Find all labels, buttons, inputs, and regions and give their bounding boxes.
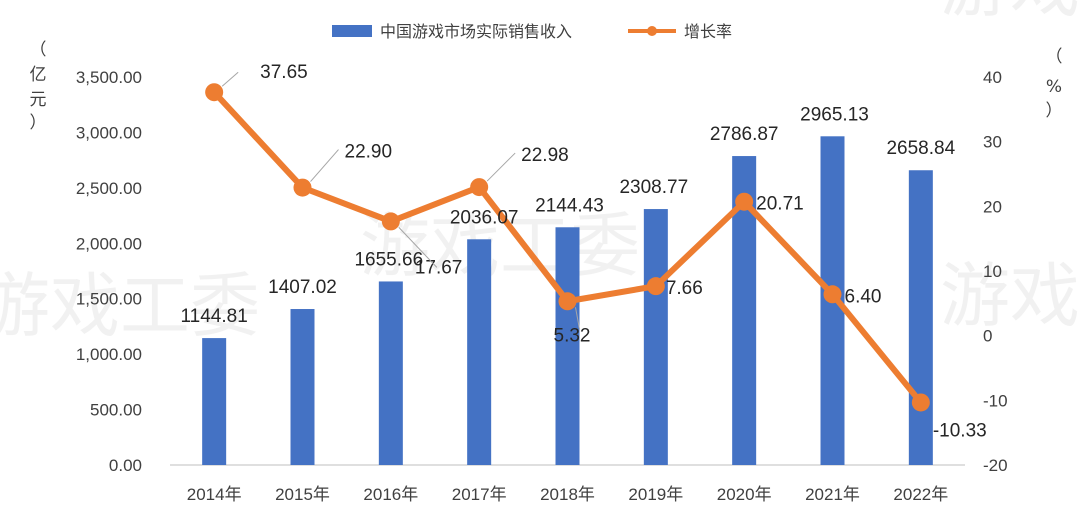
y-left-unit-char: 亿 <box>30 65 47 85</box>
y-left-tick-label: 500.00 <box>90 401 142 420</box>
x-ticks: 2014年 2015年 2016年 2017年 2018年 2019年 2020年 2021年… <box>187 485 948 504</box>
y-right-tick-label: 20 <box>983 197 1002 216</box>
y-right-tick-label: -10 <box>983 391 1008 410</box>
y-left-unit: （ 亿 元 ） <box>30 40 47 133</box>
y-left-unit-char: ） <box>30 113 47 133</box>
y-left-tick-label: 1,500.00 <box>76 290 142 309</box>
label-leader-line <box>486 152 516 182</box>
line-marker <box>823 285 842 304</box>
bar <box>643 209 668 465</box>
growth-value-label: 6.40 <box>845 286 882 307</box>
y-left-tick-label: 1,000.00 <box>76 345 142 364</box>
legend-line-label: 增长率 <box>684 22 732 41</box>
label-leader-line <box>398 227 438 268</box>
label-leader-line <box>575 307 580 330</box>
bar <box>378 281 403 465</box>
bar-value-label: 1407.02 <box>268 277 337 298</box>
legend: 中国游戏市场实际销售收入 增长率 <box>332 22 732 41</box>
y-left-tick-label: 3,000.00 <box>76 123 142 142</box>
line-marker <box>558 292 577 311</box>
x-tick-label: 2021年 <box>805 485 860 504</box>
bar <box>202 338 227 465</box>
y-right-unit-char: （ <box>1046 47 1063 67</box>
legend-bar-label: 中国游戏市场实际销售收入 <box>380 22 572 41</box>
x-tick-label: 2017年 <box>452 485 507 504</box>
y-right-tick-label: 40 <box>983 68 1002 87</box>
growth-value-label: 37.65 <box>260 62 308 83</box>
y-left-tick-label: 2,000.00 <box>76 234 142 253</box>
y-left-ticks: 0.00 500.00 1,000.00 1,500.00 2,000.00 2,500.… <box>76 68 142 475</box>
line-marker <box>470 178 489 197</box>
bar <box>467 239 492 465</box>
growth-value-label: 17.67 <box>415 257 463 278</box>
line-marker <box>735 192 754 211</box>
line-marker <box>381 212 400 231</box>
x-tick-label: 2018年 <box>540 485 595 504</box>
bar-value-label: 2308.77 <box>619 177 688 198</box>
bar-value-label: 2144.43 <box>535 195 604 216</box>
bar-value-label: 1655.66 <box>354 249 423 270</box>
bar-value-label: 2036.07 <box>450 207 519 228</box>
y-right-tick-label: -20 <box>983 456 1008 475</box>
legend-line-marker <box>647 26 657 36</box>
y-right-tick-label: 30 <box>983 133 1002 152</box>
watermark-text: 游戏工委 <box>940 0 1080 27</box>
x-tick-label: 2014年 <box>187 485 242 504</box>
legend-bar-swatch <box>332 25 372 37</box>
line-marker <box>293 178 312 197</box>
line-marker <box>646 277 665 296</box>
y-right-unit: （ % ） <box>1046 47 1063 121</box>
bar-value-label: 2658.84 <box>886 138 955 159</box>
y-right-tick-label: 10 <box>983 262 1002 281</box>
growth-value-label: 22.98 <box>521 145 569 166</box>
y-left-unit-char: 元 <box>30 90 47 110</box>
growth-value-label: 5.32 <box>554 325 591 346</box>
y-right-unit-char: ） <box>1046 101 1063 121</box>
bar-value-label: 2965.13 <box>800 104 869 125</box>
growth-value-label: 20.71 <box>756 194 804 215</box>
watermark-text: 游戏工委 <box>0 265 260 347</box>
line-marker <box>911 393 930 412</box>
bar <box>908 170 933 465</box>
y-right-unit-char: % <box>1046 77 1062 97</box>
bar <box>555 227 580 465</box>
label-leader-line <box>310 149 339 182</box>
y-left-unit-char: （ <box>30 40 47 60</box>
x-tick-label: 2022年 <box>893 485 948 504</box>
label-leader-line <box>221 71 239 87</box>
y-left-tick-label: 0.00 <box>109 456 142 475</box>
growth-value-label: -10.33 <box>933 420 987 441</box>
x-tick-label: 2020年 <box>717 485 772 504</box>
x-tick-label: 2019年 <box>628 485 683 504</box>
x-tick-label: 2016年 <box>363 485 418 504</box>
y-left-tick-label: 3,500.00 <box>76 68 142 87</box>
growth-value-label: 7.66 <box>666 278 703 299</box>
y-left-tick-label: 2,500.00 <box>76 179 142 198</box>
x-tick-label: 2015年 <box>275 485 330 504</box>
y-right-tick-label: 0 <box>983 327 992 346</box>
line-series <box>205 83 930 412</box>
bar <box>290 309 315 465</box>
line-marker <box>205 83 224 102</box>
bar-value-label: 1144.81 <box>181 306 248 327</box>
growth-value-label: 22.90 <box>345 142 393 163</box>
data-labels: 1144.81 1407.02 1655.66 2036.07 2144.43 2308.… <box>181 62 987 441</box>
bar-value-label: 2786.87 <box>710 124 779 145</box>
y-right-ticks: -20 -10 0 10 20 30 40 <box>983 68 1008 475</box>
watermark-text: 游戏工委 <box>940 255 1080 337</box>
